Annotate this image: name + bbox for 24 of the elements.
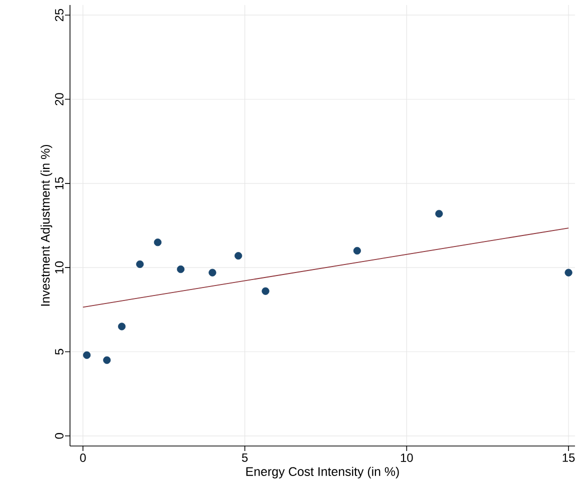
- y-tick-label: 15: [55, 177, 64, 190]
- point: [234, 252, 242, 260]
- point: [103, 356, 111, 364]
- y-tick-label: 0: [55, 433, 64, 439]
- x-axis-title: Energy Cost Intensity (in %): [246, 466, 399, 478]
- point: [136, 260, 144, 268]
- x-tick-label: 10: [400, 454, 413, 462]
- point: [353, 246, 361, 255]
- point: [435, 210, 443, 218]
- y-tick-label: 25: [55, 8, 64, 22]
- point: [262, 287, 270, 295]
- point: [83, 351, 91, 359]
- x-tick-label: 5: [242, 454, 248, 462]
- x-tick-label: 0: [80, 454, 86, 462]
- point: [208, 268, 216, 276]
- y-tick-label: 10: [55, 261, 64, 274]
- point: [176, 265, 185, 274]
- point: [118, 322, 126, 330]
- point: [564, 268, 572, 276]
- y-tick-label: 20: [55, 93, 64, 106]
- x-tick-label: 15: [562, 454, 575, 462]
- point: [154, 238, 162, 246]
- y-axis-title: Investment Adjustment (in %): [40, 144, 52, 306]
- y-tick-label: 5: [55, 348, 64, 355]
